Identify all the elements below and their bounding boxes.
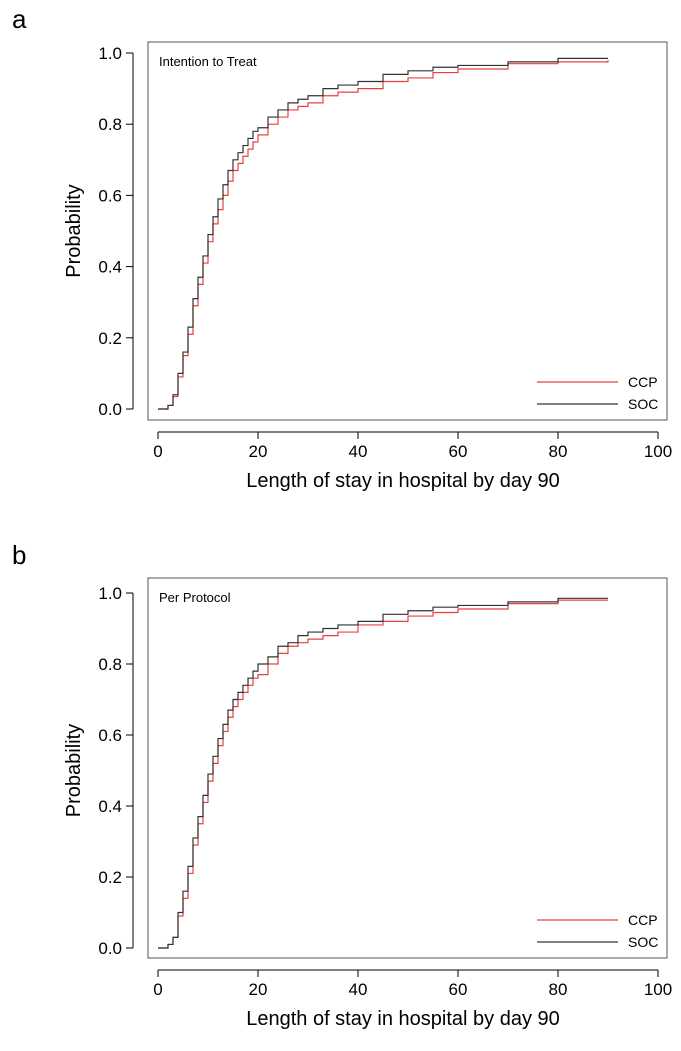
- y-tick-label: 0.6: [98, 726, 122, 745]
- y-tick-label: 0.8: [98, 115, 122, 134]
- y-tick-label: 0.6: [98, 186, 122, 205]
- panel-label: b: [12, 540, 26, 570]
- y-tick-label: 0.8: [98, 655, 122, 674]
- legend-label: CCP: [628, 374, 658, 390]
- step-line: [158, 597, 608, 949]
- y-tick-label: 0.4: [98, 797, 122, 816]
- step-line: [158, 57, 608, 410]
- x-tick-label: 80: [549, 442, 568, 461]
- x-tick-label: 40: [349, 980, 368, 999]
- legend-label: CCP: [628, 912, 658, 928]
- plot-frame: [147, 41, 668, 421]
- y-tick-label: 1.0: [98, 584, 122, 603]
- y-axis-label: Probability: [63, 724, 85, 817]
- x-tick-label: 20: [249, 980, 268, 999]
- step-line: [158, 599, 608, 949]
- x-tick-label: 100: [644, 980, 672, 999]
- legend-label: SOC: [628, 934, 658, 950]
- panel-label: a: [12, 4, 27, 34]
- y-tick-label: 0.0: [98, 400, 122, 419]
- y-tick-label: 0.0: [98, 939, 122, 958]
- x-axis-label: Length of stay in hospital by day 90: [246, 1008, 560, 1030]
- x-tick-label: 20: [249, 442, 268, 461]
- annotation: Per Protocol: [159, 590, 231, 605]
- legend-label: SOC: [628, 396, 658, 412]
- annotation: Intention to Treat: [159, 54, 257, 69]
- y-tick-label: 1.0: [98, 44, 122, 63]
- x-tick-label: 40: [349, 442, 368, 461]
- x-tick-label: 100: [644, 442, 672, 461]
- y-axis-label: Probability: [63, 184, 85, 277]
- x-tick-label: 0: [153, 980, 162, 999]
- x-tick-label: 60: [449, 980, 468, 999]
- y-tick-label: 0.2: [98, 868, 122, 887]
- y-tick-label: 0.4: [98, 258, 122, 277]
- x-axis-label: Length of stay in hospital by day 90: [246, 470, 560, 492]
- x-tick-label: 80: [549, 980, 568, 999]
- y-tick-label: 0.2: [98, 329, 122, 348]
- step-line: [158, 60, 609, 410]
- x-tick-label: 0: [153, 442, 162, 461]
- plot-frame: [147, 577, 668, 959]
- x-tick-label: 60: [449, 442, 468, 461]
